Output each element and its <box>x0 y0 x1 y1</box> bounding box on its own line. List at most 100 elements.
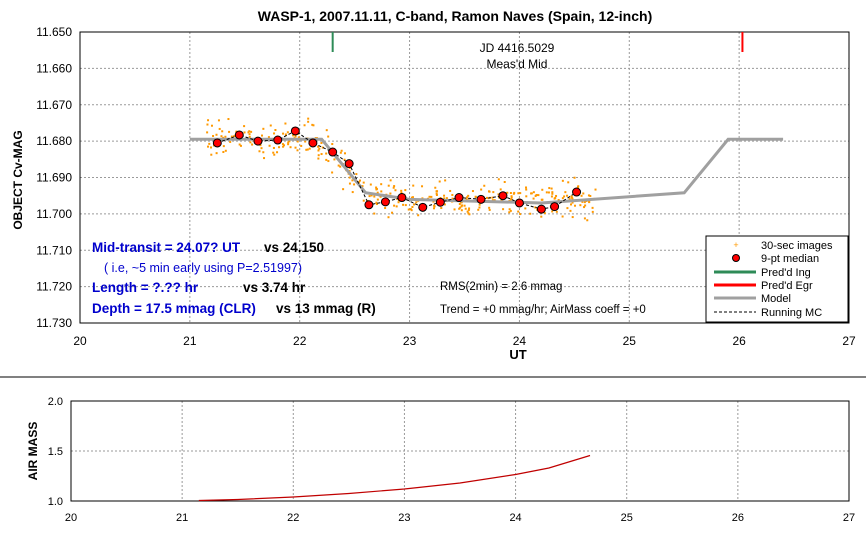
scatter-point <box>387 216 390 219</box>
airmass-x-tick-label: 25 <box>621 512 633 524</box>
scatter-point <box>273 153 276 156</box>
scatter-point <box>362 199 365 202</box>
scatter-point <box>227 118 230 121</box>
scatter-point <box>459 206 462 209</box>
scatter-point <box>262 151 265 154</box>
scatter-point <box>435 193 438 196</box>
scatter-point <box>550 187 553 190</box>
scatter-point <box>393 204 396 207</box>
airmass-y-tick-label: 1.5 <box>48 446 63 458</box>
scatter-point <box>435 190 438 193</box>
scatter-point <box>296 140 299 143</box>
scatter-point <box>308 147 311 150</box>
scatter-point <box>510 195 513 198</box>
scatter-point <box>220 135 223 138</box>
scatter-point <box>400 189 403 192</box>
scatter-point <box>517 192 520 195</box>
scatter-point <box>305 148 308 151</box>
length-compare: vs 3.74 hr <box>243 280 306 295</box>
scatter-point <box>508 211 511 214</box>
airmass-x-tick-label: 23 <box>398 512 410 524</box>
scatter-point <box>432 207 435 210</box>
scatter-point <box>318 147 321 150</box>
scatter-point <box>282 132 285 135</box>
scatter-point <box>444 179 447 182</box>
scatter-point <box>210 153 213 156</box>
scatter-point <box>547 191 550 194</box>
scatter-point <box>579 204 582 207</box>
main-y-tick-label: 11.660 <box>36 61 72 75</box>
scatter-point <box>519 213 522 216</box>
scatter-point <box>229 140 232 143</box>
scatter-point <box>325 129 328 132</box>
airmass-y-tick-label: 2.0 <box>48 396 63 408</box>
scatter-point <box>434 186 437 189</box>
median-point <box>234 130 244 140</box>
scatter-point <box>217 119 220 122</box>
early-note: ( i.e, ~5 min early using P=2.51997) <box>104 261 302 275</box>
scatter-point <box>317 154 320 157</box>
median-point <box>397 193 407 203</box>
scatter-point <box>529 212 532 215</box>
main-y-tick-label: 11.650 <box>36 25 72 39</box>
median-point <box>308 138 318 148</box>
scatter-point <box>561 179 564 182</box>
main-x-axis-label: UT <box>509 347 526 362</box>
scatter-point <box>250 130 253 133</box>
scatter-point <box>307 117 310 120</box>
scatter-point <box>300 144 303 147</box>
scatter-point <box>379 195 382 198</box>
scatter-point <box>281 143 284 146</box>
scatter-point <box>358 179 361 182</box>
scatter-point <box>370 194 373 197</box>
scatter-point <box>509 209 512 212</box>
median-point <box>344 159 354 169</box>
scatter-point <box>567 181 570 184</box>
scatter-point <box>468 207 471 210</box>
scatter-point <box>262 127 265 130</box>
scatter-point <box>566 207 569 210</box>
scatter-point <box>478 203 481 206</box>
scatter-point <box>321 146 324 149</box>
legend-label-ing: Pred'd Ing <box>761 267 811 279</box>
model-line <box>189 137 784 205</box>
scatter-point <box>451 197 454 200</box>
scatter-point <box>387 184 390 187</box>
scatter-point <box>583 217 586 220</box>
scatter-point <box>519 192 522 195</box>
scatter-point <box>362 181 365 184</box>
scatter-point <box>331 171 334 174</box>
scatter-point <box>282 145 285 148</box>
scatter-point <box>525 195 528 198</box>
scatter-point <box>248 130 251 133</box>
scatter-point <box>206 131 209 134</box>
airmass-y-axis-label: AIR MASS <box>26 422 40 481</box>
scatter-point <box>358 181 361 184</box>
legend-scatter-marker: + <box>733 240 738 250</box>
scatter-point <box>551 210 554 213</box>
scatter-point <box>284 122 287 125</box>
scatter-point <box>458 203 461 206</box>
airmass-x-tick-label: 20 <box>65 512 77 524</box>
scatter-point <box>208 142 211 145</box>
scatter-point <box>248 133 251 136</box>
scatter-point <box>433 205 436 208</box>
scatter-point <box>577 185 580 188</box>
scatter-point <box>509 198 512 201</box>
scatter-point <box>488 208 491 211</box>
legend-label-mc: Running MC <box>761 307 822 319</box>
scatter-point <box>483 184 486 187</box>
median-point <box>273 135 283 145</box>
scatter-point <box>458 207 461 210</box>
scatter-point <box>497 193 500 196</box>
scatter-point <box>376 191 379 194</box>
scatter-point <box>278 146 281 149</box>
scatter-point <box>449 189 452 192</box>
scatter-point <box>212 134 215 137</box>
scatter-point <box>583 201 586 204</box>
scatter-point <box>421 185 424 188</box>
airmass-y-ticks: 1.0 1.5 2.0 <box>48 396 63 508</box>
scatter-point <box>545 191 548 194</box>
scatter-point <box>400 191 403 194</box>
